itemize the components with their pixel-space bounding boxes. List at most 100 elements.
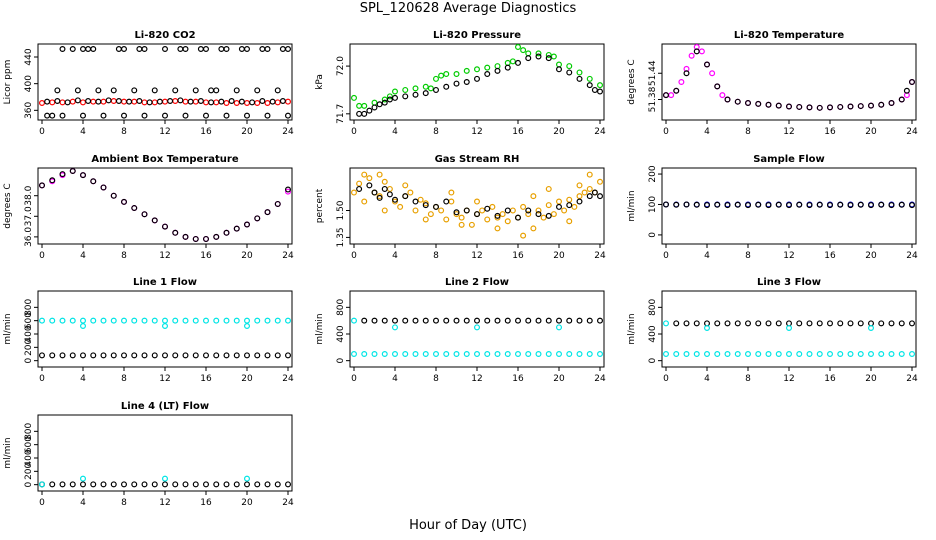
data-point [386, 191, 393, 198]
series-0 [38, 481, 292, 488]
data-point [197, 45, 204, 52]
data-point [433, 351, 440, 358]
data-point [847, 351, 854, 358]
data-point [371, 317, 378, 324]
x-tick-label: 20 [865, 251, 877, 261]
data-point [474, 198, 481, 205]
data-point [453, 209, 460, 216]
data-point [285, 317, 292, 324]
data-point [474, 211, 481, 218]
data-point [402, 93, 409, 100]
data-point [586, 351, 593, 358]
data-point [540, 214, 547, 221]
y-tick-label: 1.50 [336, 200, 346, 220]
data-point [427, 85, 434, 92]
x-tick-label: 4 [80, 251, 86, 261]
y-tick-label: 0 [648, 358, 658, 364]
data-point [244, 475, 251, 482]
x-tick-label: 16 [512, 251, 524, 261]
data-point [703, 61, 710, 68]
data-point [74, 87, 81, 94]
data-point [259, 97, 266, 104]
data-point [115, 45, 122, 52]
data-point [244, 323, 251, 330]
data-point [847, 103, 854, 110]
data-point [550, 53, 557, 60]
data-point [218, 45, 225, 52]
data-point [867, 325, 874, 332]
data-point [714, 320, 721, 327]
data-point [192, 87, 199, 94]
data-point [264, 209, 271, 216]
y-tick-label: 51.38 [648, 86, 658, 112]
data-point [203, 112, 210, 119]
data-point [847, 202, 854, 209]
data-point [44, 112, 51, 119]
data-point [545, 351, 552, 358]
data-point [555, 61, 562, 68]
data-point [79, 475, 86, 482]
y-axis-label: ml/min [3, 313, 13, 344]
data-point [422, 216, 429, 223]
data-point [131, 352, 138, 359]
data-point [796, 351, 803, 358]
data-point [806, 320, 813, 327]
data-point [494, 63, 501, 70]
data-point [223, 99, 230, 106]
data-point [566, 317, 573, 324]
data-point [38, 182, 45, 189]
data-point [208, 99, 215, 106]
data-point [443, 351, 450, 358]
data-point [120, 112, 127, 119]
data-point [64, 99, 71, 106]
data-point [402, 351, 409, 358]
data-point [162, 475, 169, 482]
data-point [203, 99, 210, 106]
data-point [49, 177, 56, 184]
data-point [525, 207, 532, 214]
data-point [826, 104, 833, 111]
data-point [285, 112, 292, 119]
data-point [244, 99, 251, 106]
panel-frame [37, 43, 293, 121]
data-point [443, 71, 450, 78]
data-point [141, 99, 148, 106]
data-point [514, 214, 521, 221]
data-point [213, 87, 220, 94]
data-point [509, 207, 516, 214]
data-point [79, 352, 86, 359]
data-point [38, 481, 45, 488]
panel-co2: Li-820 CO2 0 4 8 12 16 20 24 360 400 440 Licor ppm [3, 30, 294, 137]
data-point [545, 55, 552, 62]
data-point [264, 45, 271, 52]
data-point [131, 205, 138, 212]
data-point [668, 92, 675, 99]
data-point [381, 317, 388, 324]
data-point [765, 351, 772, 358]
data-point [285, 188, 292, 195]
x-tick-label: 8 [433, 127, 439, 137]
data-point [673, 320, 680, 327]
x-tick-label: 16 [824, 251, 836, 261]
data-point [474, 75, 481, 82]
data-point [381, 207, 388, 214]
data-point [90, 45, 97, 52]
data-point [744, 320, 751, 327]
data-point [167, 97, 174, 104]
data-point [673, 201, 680, 208]
x-tick-label: 20 [241, 251, 253, 261]
data-point [576, 75, 583, 82]
data-point [392, 196, 399, 203]
data-point [264, 99, 271, 106]
data-point [151, 99, 158, 106]
data-point [79, 45, 86, 52]
data-point [468, 221, 475, 228]
data-point [545, 185, 552, 192]
data-point [683, 351, 690, 358]
data-point [120, 317, 127, 324]
data-point [479, 207, 486, 214]
data-point [376, 101, 383, 108]
data-point [673, 87, 680, 94]
data-point [192, 352, 199, 359]
series-1 [38, 168, 292, 242]
